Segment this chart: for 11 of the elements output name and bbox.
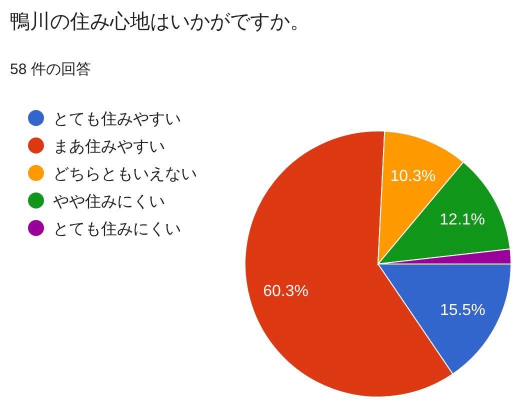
data-label: 60.3% [263, 282, 308, 300]
title: 鴨川の住み心地はいかがですか。 [10, 11, 310, 33]
data-label: 15.5% [440, 302, 486, 319]
legend-label: とても住みやすい [53, 111, 181, 128]
legend-label: やや住みにくい [53, 194, 165, 210]
legend-label: とても住みにくい [53, 221, 181, 238]
data-label: 12.1% [440, 212, 486, 229]
legend-label: どちらともいえない [53, 166, 197, 183]
legend-label: まあ住みやすい [53, 138, 165, 156]
data-label: 10.3% [390, 168, 436, 185]
subtitle: 58 件の回答 [10, 61, 91, 78]
